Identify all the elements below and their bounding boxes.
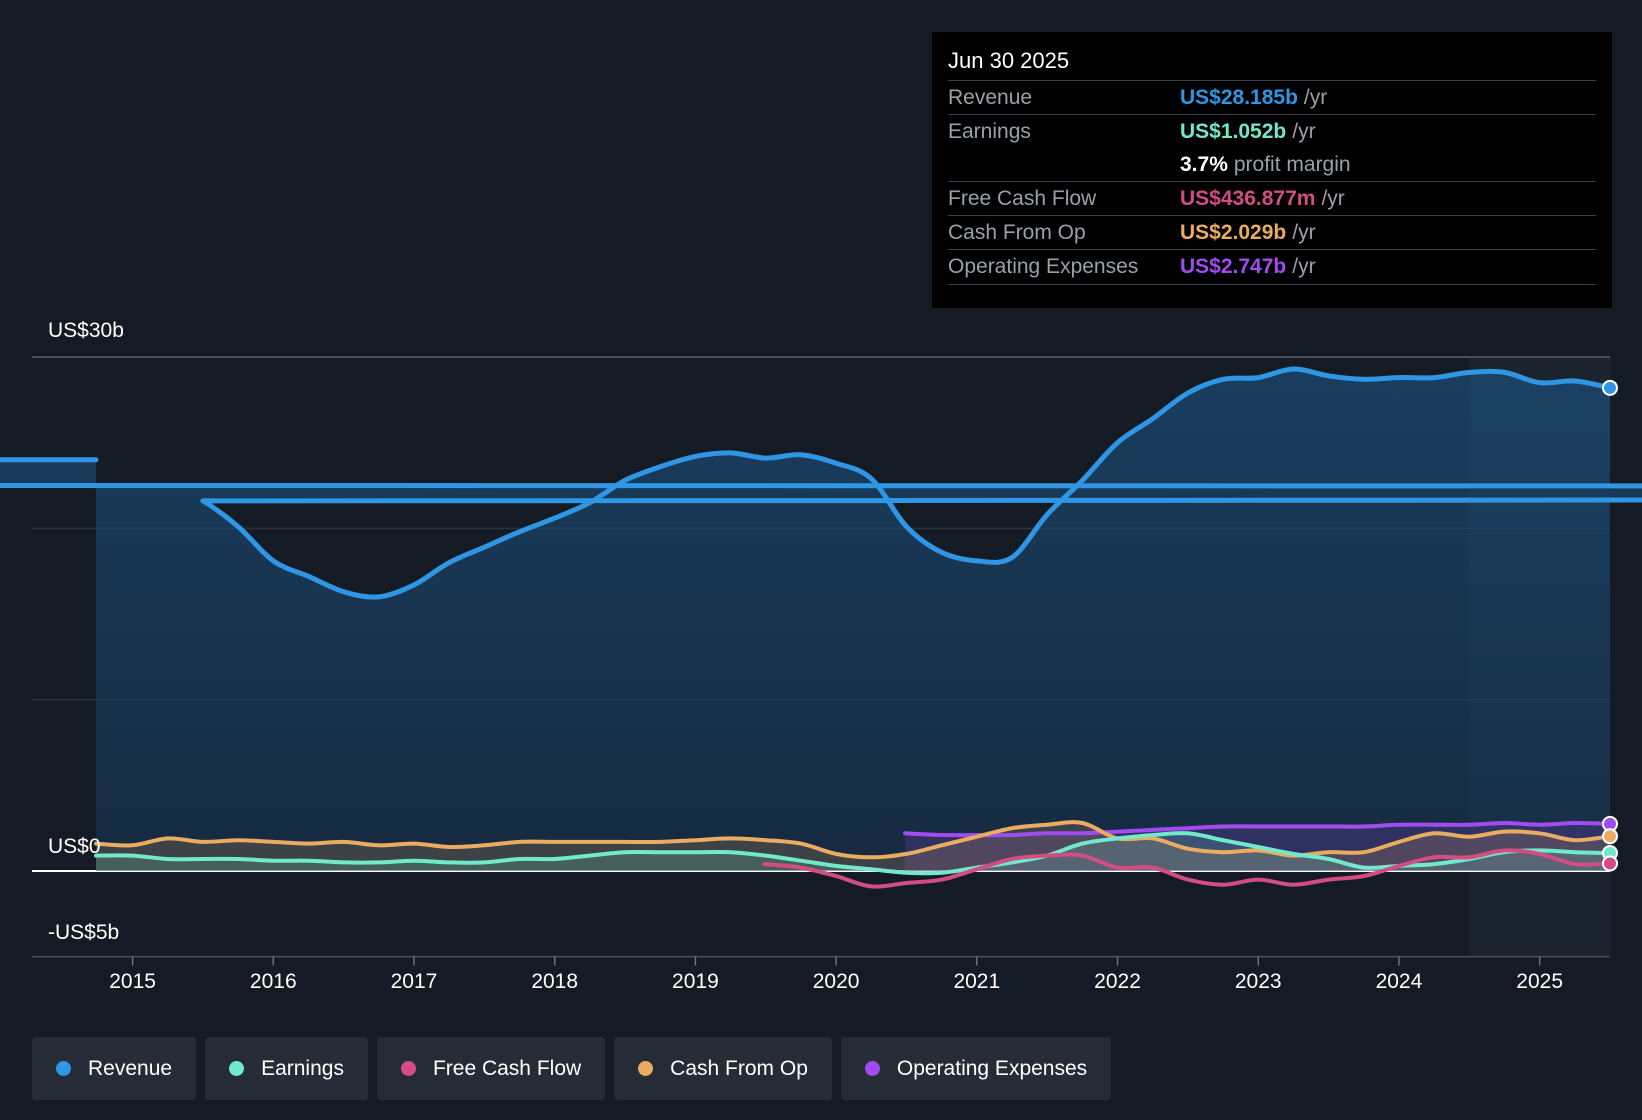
x-tick-label: 2017 [390, 970, 438, 993]
line-cfo [94, 820, 1612, 860]
legend-label: Operating Expenses [896, 1056, 1088, 1080]
legend-dot-icon [229, 1061, 245, 1076]
tooltip-date: Jun 30 2025 [948, 48, 1070, 73]
legend-label: Cash From Op [670, 1056, 808, 1080]
tooltip-row-operating-expenses: Operating Expenses US$2.747b /yr [948, 249, 1596, 283]
legend-item-earnings[interactable]: Earnings [205, 1037, 368, 1100]
tooltip-row-profit-margin: 3.7% profit margin [948, 148, 1596, 181]
x-tick-label: 2015 [109, 970, 156, 993]
tooltip-label: Revenue [948, 85, 1033, 109]
x-tick-label: 2016 [249, 970, 297, 993]
tooltip-value: US$2.029b [1180, 220, 1287, 244]
x-tick-label: 2024 [1375, 970, 1423, 993]
legend-dot-icon [864, 1061, 880, 1076]
tooltip-label: Cash From Op [948, 220, 1086, 244]
y-tick-label: -US$5b [48, 920, 120, 944]
line-opex [903, 820, 1612, 838]
legend-label: Free Cash Flow [432, 1056, 582, 1080]
x-tick-label: 2018 [531, 970, 579, 993]
legend-item-operating-expenses[interactable]: Operating Expenses [840, 1037, 1112, 1100]
tooltip-value: 3.7% [1180, 152, 1228, 176]
x-axis [32, 955, 1610, 966]
x-tick-label: 2022 [1094, 970, 1141, 993]
x-tick-label: 2021 [953, 970, 1001, 993]
area-cfo [96, 822, 1610, 871]
legend-label: Earnings [261, 1056, 344, 1080]
tooltip-divider [948, 284, 1596, 285]
area-revenue [0, 368, 1642, 871]
x-tick-label: 2019 [672, 970, 719, 993]
legend-dot-icon [400, 1061, 416, 1076]
legend-item-cash-from-op[interactable]: Cash From Op [614, 1037, 832, 1100]
tooltip-unit: /yr [1292, 220, 1316, 244]
tooltip-label: Earnings [948, 119, 1031, 143]
legend-item-revenue[interactable]: Revenue [32, 1037, 197, 1100]
tooltip-value: US$2.747b [1180, 254, 1287, 278]
tooltip-panel: Jun 30 2025 Revenue US$28.185b /yr Earni… [932, 32, 1612, 308]
tooltip-row-free-cash-flow: Free Cash Flow US$436.877m /yr [948, 181, 1596, 215]
tooltip-value: US$1.052b [1180, 119, 1287, 143]
tooltip-unit: /yr [1292, 119, 1316, 143]
series-lines [0, 369, 1642, 889]
tooltip-row-revenue: Revenue US$28.185b /yr [948, 80, 1596, 114]
line-fcf [762, 848, 1612, 889]
series-end-dots [1602, 379, 1618, 872]
line-earnings [94, 831, 1612, 876]
legend-label: Revenue [88, 1056, 173, 1080]
x-tick-label: 2020 [812, 970, 860, 993]
legend-dot-icon [638, 1061, 654, 1076]
y-tick-label: US$30b [48, 319, 124, 342]
end-dot-revenue [1602, 379, 1618, 396]
tooltip-unit: /yr [1303, 85, 1328, 109]
end-dot-fcf [1602, 855, 1618, 872]
tooltip-label: Free Cash Flow [948, 186, 1097, 210]
y-tick-label: US$0 [48, 835, 101, 858]
legend-item-free-cash-flow[interactable]: Free Cash Flow [376, 1037, 606, 1100]
tooltip-label: Operating Expenses [948, 254, 1139, 278]
tooltip-unit: /yr [1321, 186, 1345, 210]
series-areas [0, 368, 1642, 874]
legend-dot-icon [56, 1061, 71, 1076]
tooltip-value: US$28.185b [1180, 85, 1298, 109]
tooltip-unit: /yr [1292, 254, 1316, 278]
tooltip-value: US$436.877m [1180, 186, 1316, 210]
x-tick-label: 2025 [1516, 970, 1563, 993]
tooltip-unit: profit margin [1233, 152, 1351, 176]
tooltip-row-earnings: Earnings US$1.052b /yr [948, 114, 1596, 148]
end-dot-cfo [1602, 828, 1618, 845]
legend: Revenue Earnings Free Cash Flow Cash Fro… [32, 1037, 1112, 1100]
x-tick-label: 2023 [1234, 970, 1282, 993]
tooltip-row-cash-from-op: Cash From Op US$2.029b /yr [948, 215, 1596, 249]
